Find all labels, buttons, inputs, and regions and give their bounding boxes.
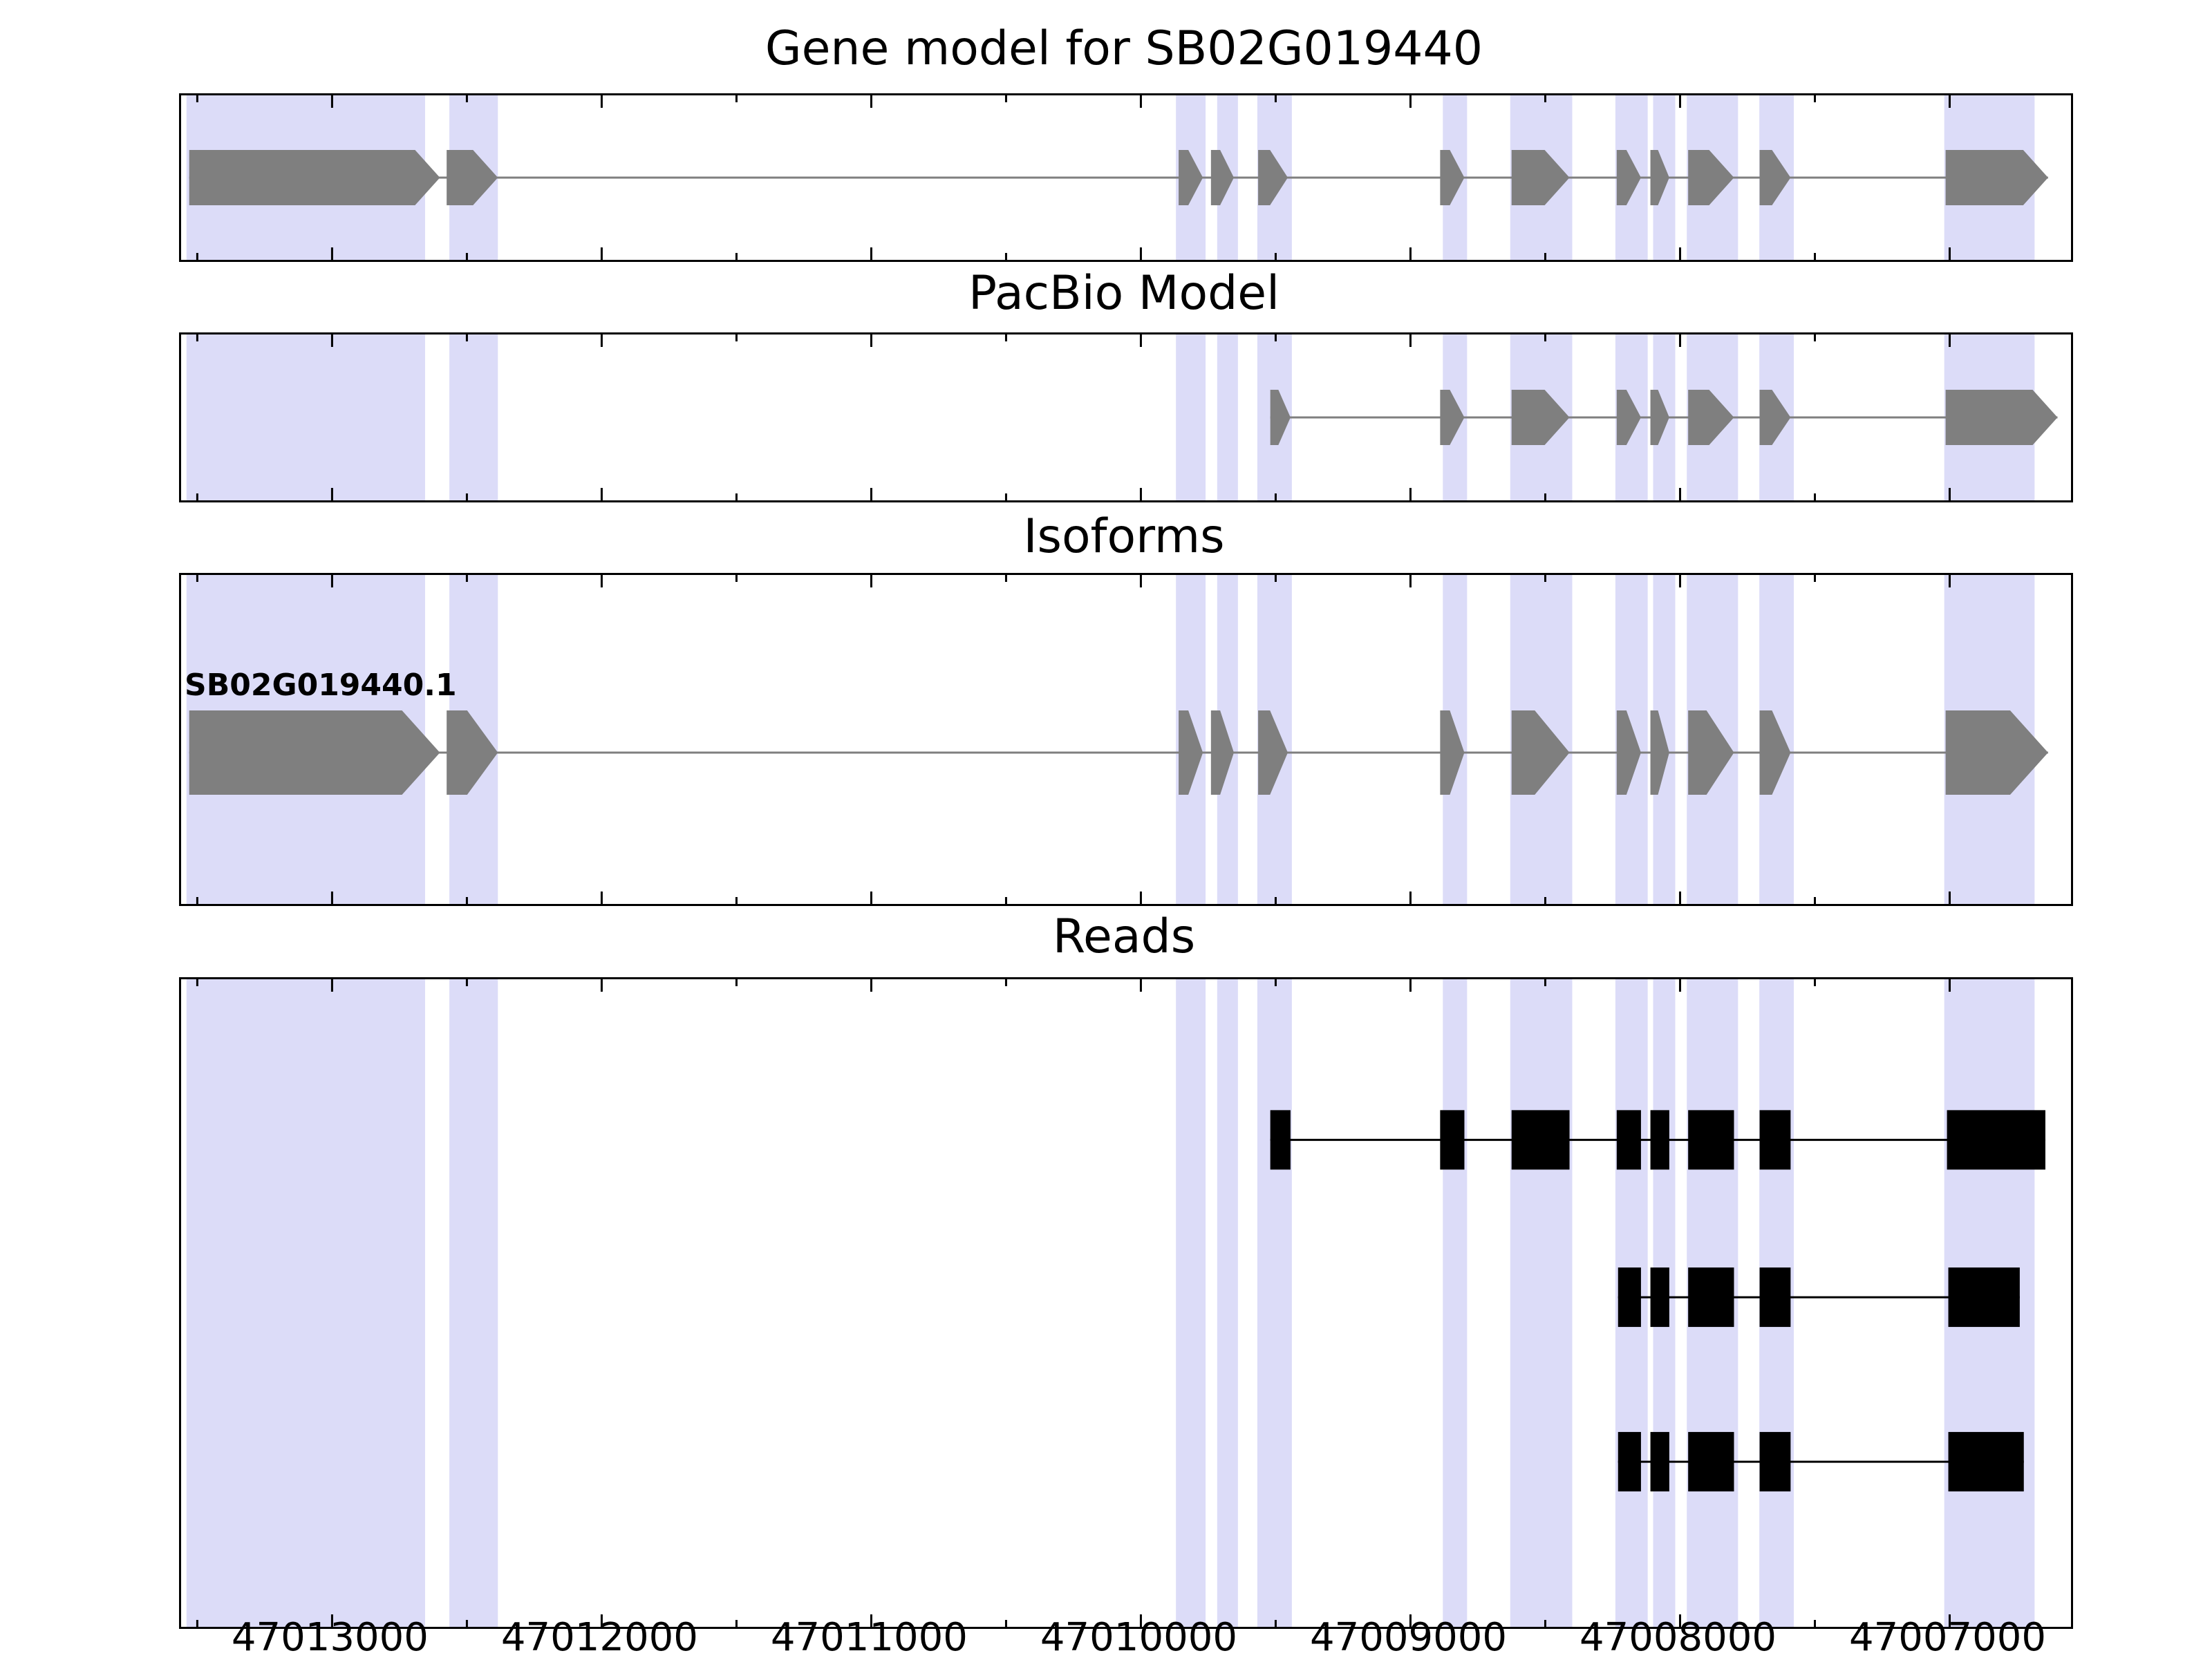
panel-title-pacbio-model: PacBio Model	[968, 266, 1280, 321]
x-tick-label: 47010000	[1040, 1615, 1237, 1660]
gene-model-track-canvas	[186, 95, 2048, 260]
isoforms-track-canvas	[186, 575, 2048, 904]
panel-title-reads: Reads	[1052, 909, 1196, 964]
x-tick-label: 47007000	[1848, 1615, 2046, 1660]
x-tick-label: 47008000	[1579, 1615, 1777, 1660]
x-tick-label: 47009000	[1309, 1615, 1507, 1660]
pacbio-track-canvas	[186, 334, 2058, 500]
panel-gene-model	[179, 93, 2073, 262]
isoform-label: SB02G019440.1	[185, 668, 457, 703]
panel-reads	[179, 977, 2073, 1629]
panel-title-isoforms: Isoforms	[1023, 509, 1225, 564]
x-tick-label: 47012000	[500, 1615, 698, 1660]
panel-pacbio-model	[179, 332, 2073, 502]
reads-track-canvas	[186, 979, 2045, 1627]
panel-isoforms	[179, 573, 2073, 906]
x-tick-label: 47013000	[231, 1615, 429, 1660]
x-tick-label: 47011000	[770, 1615, 968, 1660]
panel-title-gene-model: Gene model for SB02G019440	[765, 21, 1483, 76]
